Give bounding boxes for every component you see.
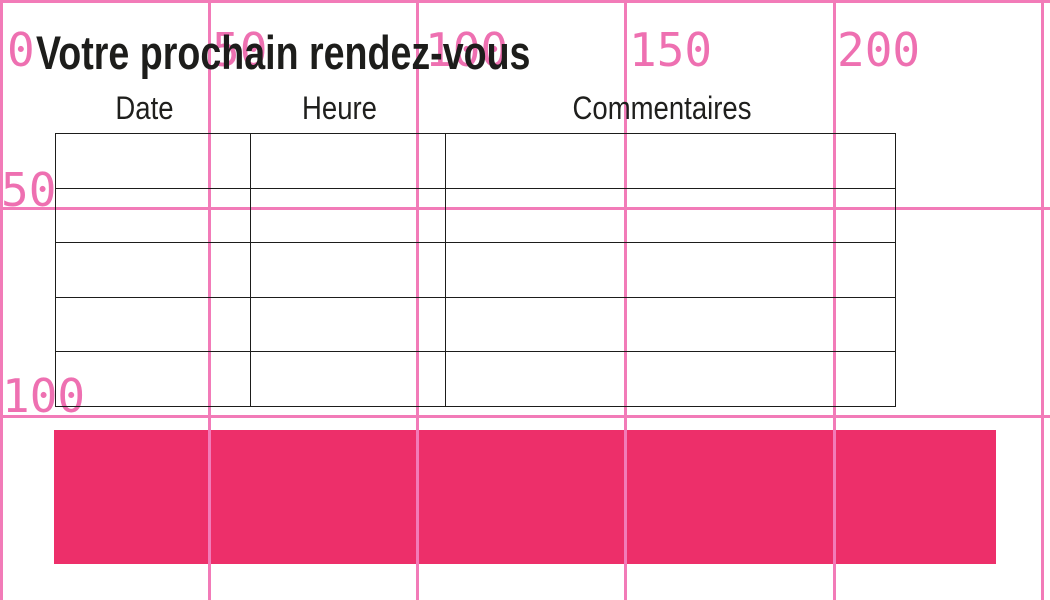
- grid-ruler-label-top-150: 150: [629, 23, 713, 77]
- table-column-headers: Date Heure Commentaires: [55, 90, 895, 126]
- column-header-commentaires: Commentaires: [572, 90, 752, 126]
- grid-hline-0: [0, 0, 1050, 3]
- cell-commentaires: [445, 296, 896, 353]
- cell-commentaires: [445, 242, 896, 298]
- table-row: [55, 133, 896, 189]
- cell-heure: [250, 242, 446, 298]
- cell-date: [55, 242, 251, 298]
- table-row: [55, 351, 896, 407]
- column-header-heure: Heure: [302, 90, 377, 126]
- cell-heure: [250, 296, 446, 353]
- grid-ruler-label-left-50: 50: [1, 163, 57, 217]
- grid-vline-250: [1041, 0, 1044, 600]
- grid-ruler-label-top-50: 50: [212, 23, 268, 77]
- appointments-table-body: [55, 133, 896, 407]
- cell-date: [55, 296, 251, 353]
- cell-heure: [250, 351, 446, 407]
- cell-commentaires: [445, 133, 896, 189]
- cell-commentaires: [445, 351, 896, 407]
- grid-ruler-label-top-100: 100: [425, 23, 509, 77]
- grid-vline-0: [0, 0, 3, 600]
- cell-date: [55, 187, 251, 244]
- table-row: [55, 296, 896, 353]
- table-row: [55, 242, 896, 298]
- cell-date: [55, 133, 251, 189]
- cell-heure: [250, 133, 446, 189]
- footer-band: [54, 430, 996, 564]
- cell-heure: [250, 187, 446, 244]
- cell-commentaires: [445, 187, 896, 244]
- table-row: [55, 187, 896, 244]
- grid-hline-100: [0, 415, 1050, 418]
- cell-date: [55, 351, 251, 407]
- column-header-date: Date: [115, 90, 174, 126]
- grid-ruler-label-top-0: 0: [7, 23, 35, 77]
- grid-ruler-label-top-200: 200: [837, 23, 921, 77]
- page-title: Votre prochain rendez-vous: [36, 26, 531, 79]
- appointments-table: [55, 133, 896, 407]
